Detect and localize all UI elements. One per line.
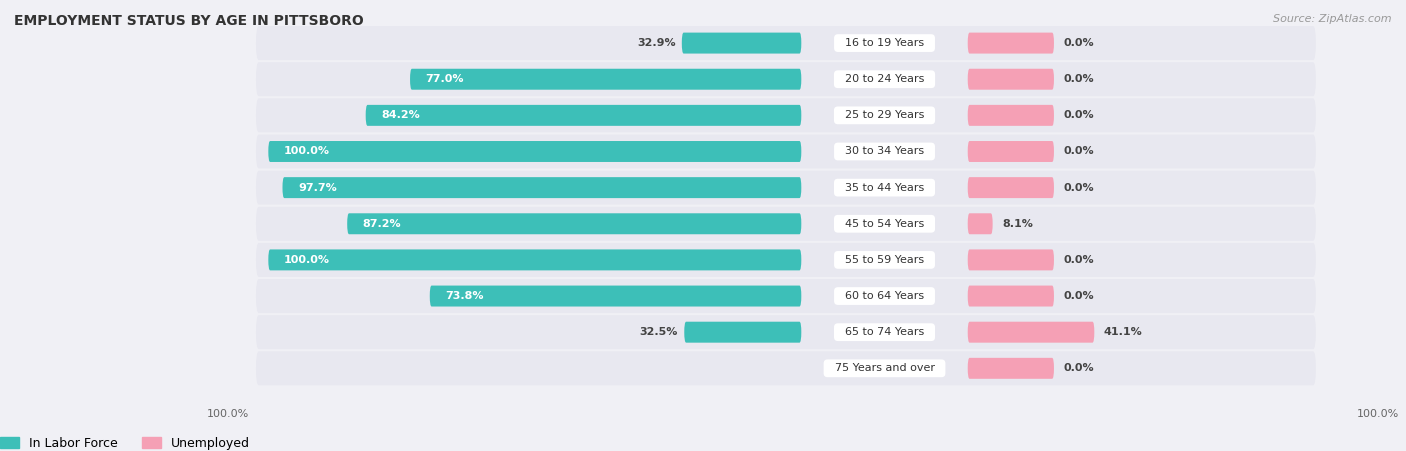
Text: 30 to 34 Years: 30 to 34 Years	[838, 147, 931, 156]
FancyBboxPatch shape	[283, 177, 801, 198]
Text: 97.7%: 97.7%	[298, 183, 336, 193]
FancyBboxPatch shape	[685, 322, 801, 343]
FancyBboxPatch shape	[682, 32, 801, 54]
FancyBboxPatch shape	[967, 285, 1054, 307]
FancyBboxPatch shape	[967, 105, 1054, 126]
Text: 100.0%: 100.0%	[207, 409, 249, 419]
FancyBboxPatch shape	[256, 98, 1316, 132]
Text: 41.1%: 41.1%	[1104, 327, 1142, 337]
FancyBboxPatch shape	[967, 177, 1054, 198]
Text: 0.0%: 0.0%	[1063, 110, 1094, 120]
Legend: In Labor Force, Unemployed: In Labor Force, Unemployed	[0, 437, 250, 450]
Text: 45 to 54 Years: 45 to 54 Years	[838, 219, 931, 229]
Text: 25 to 29 Years: 25 to 29 Years	[838, 110, 931, 120]
Text: 0.0%: 0.0%	[1063, 147, 1094, 156]
Text: 32.9%: 32.9%	[637, 38, 676, 48]
FancyBboxPatch shape	[256, 26, 1316, 60]
FancyBboxPatch shape	[411, 69, 801, 90]
FancyBboxPatch shape	[256, 243, 1316, 277]
FancyBboxPatch shape	[967, 322, 1094, 343]
FancyBboxPatch shape	[967, 32, 1054, 54]
Text: 65 to 74 Years: 65 to 74 Years	[838, 327, 931, 337]
FancyBboxPatch shape	[967, 358, 1054, 379]
Text: 20 to 24 Years: 20 to 24 Years	[838, 74, 931, 84]
FancyBboxPatch shape	[256, 134, 1316, 169]
FancyBboxPatch shape	[967, 213, 993, 234]
Text: 84.2%: 84.2%	[381, 110, 420, 120]
FancyBboxPatch shape	[256, 170, 1316, 205]
FancyBboxPatch shape	[430, 285, 801, 307]
Text: 87.2%: 87.2%	[363, 219, 401, 229]
Text: 100.0%: 100.0%	[284, 147, 330, 156]
FancyBboxPatch shape	[256, 351, 1316, 385]
Text: 0.0%: 0.0%	[1063, 183, 1094, 193]
FancyBboxPatch shape	[256, 279, 1316, 313]
Text: Source: ZipAtlas.com: Source: ZipAtlas.com	[1274, 14, 1392, 23]
Text: 100.0%: 100.0%	[1357, 409, 1399, 419]
FancyBboxPatch shape	[256, 207, 1316, 241]
Text: 60 to 64 Years: 60 to 64 Years	[838, 291, 931, 301]
Text: 0.0%: 0.0%	[1063, 255, 1094, 265]
Text: 73.8%: 73.8%	[446, 291, 484, 301]
Text: 0.0%: 0.0%	[1063, 291, 1094, 301]
FancyBboxPatch shape	[967, 69, 1054, 90]
Text: 75 Years and over: 75 Years and over	[828, 364, 942, 373]
Text: 0.0%: 0.0%	[1063, 74, 1094, 84]
FancyBboxPatch shape	[269, 141, 801, 162]
FancyBboxPatch shape	[967, 249, 1054, 271]
Text: 55 to 59 Years: 55 to 59 Years	[838, 255, 931, 265]
FancyBboxPatch shape	[347, 213, 801, 234]
Text: 0.0%: 0.0%	[1063, 364, 1094, 373]
Text: 16 to 19 Years: 16 to 19 Years	[838, 38, 931, 48]
Text: 0.0%: 0.0%	[1063, 38, 1094, 48]
Text: 100.0%: 100.0%	[284, 255, 330, 265]
FancyBboxPatch shape	[269, 249, 801, 271]
Text: 35 to 44 Years: 35 to 44 Years	[838, 183, 931, 193]
FancyBboxPatch shape	[366, 105, 801, 126]
Text: 32.5%: 32.5%	[640, 327, 678, 337]
Text: 8.1%: 8.1%	[1002, 219, 1033, 229]
Text: EMPLOYMENT STATUS BY AGE IN PITTSBORO: EMPLOYMENT STATUS BY AGE IN PITTSBORO	[14, 14, 364, 28]
FancyBboxPatch shape	[256, 315, 1316, 349]
FancyBboxPatch shape	[967, 141, 1054, 162]
Text: 77.0%: 77.0%	[426, 74, 464, 84]
FancyBboxPatch shape	[256, 62, 1316, 96]
